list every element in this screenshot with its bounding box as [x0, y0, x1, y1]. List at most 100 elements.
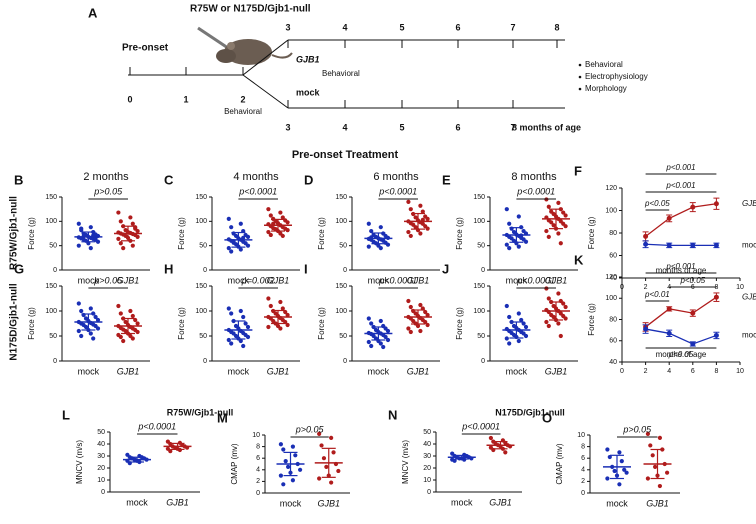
dot: [135, 234, 140, 240]
y-tick-label: 0: [343, 267, 347, 274]
y-tick-label: 50: [339, 333, 347, 340]
y-tick-label: 40: [609, 359, 617, 366]
dot: [452, 458, 457, 463]
dot: [278, 473, 283, 478]
panel-title: 2 months: [83, 171, 129, 183]
dot: [245, 243, 251, 248]
x-tick-label: mock: [78, 275, 100, 285]
y-tick-label: 60: [609, 252, 617, 259]
dot: [128, 308, 133, 314]
dot: [504, 242, 509, 247]
x-tick-label: 10: [736, 284, 744, 291]
dot: [266, 229, 271, 235]
dot: [128, 215, 133, 220]
dot: [135, 329, 140, 335]
panel-letter: L: [62, 407, 70, 422]
point: [666, 242, 672, 248]
series-label: mock: [742, 240, 756, 249]
dot: [605, 476, 610, 481]
dot: [406, 229, 411, 235]
dot: [546, 296, 551, 301]
timeline-label: 7: [510, 122, 515, 132]
significance-label: p<0.0001: [516, 275, 555, 285]
y-tick-label: 100: [195, 308, 207, 315]
dot: [556, 200, 561, 205]
dot: [406, 199, 411, 204]
x-tick-label: GJB1: [545, 366, 568, 376]
dot: [229, 249, 234, 254]
dot: [88, 225, 93, 230]
dot: [420, 209, 425, 214]
row-label: R75W/Gjb1-null: [9, 196, 20, 270]
y-tick-label: 80: [609, 230, 617, 237]
dot: [385, 242, 391, 247]
outcome: Morphology: [585, 84, 627, 93]
dot: [563, 213, 568, 218]
significance-label: p<0.001: [665, 163, 695, 172]
dot: [280, 306, 285, 311]
dot: [118, 219, 123, 224]
dot: [406, 326, 411, 331]
significance-label: p<0.05: [679, 276, 705, 285]
dot: [423, 309, 428, 315]
y-tick-label: 40: [423, 441, 431, 448]
y-tick-label: 20: [97, 465, 105, 472]
dot: [650, 453, 655, 458]
dot: [624, 470, 629, 475]
x-tick-label: mock: [368, 366, 390, 376]
timeline-label: 2: [240, 94, 245, 104]
dot: [378, 246, 383, 251]
x-tick-label: GJB1: [267, 275, 290, 285]
dot: [383, 334, 388, 340]
dot: [285, 220, 290, 225]
timeline-label: 1: [183, 94, 188, 104]
y-tick-label: 50: [49, 333, 57, 340]
significance-label: p<0.0001: [378, 275, 417, 285]
dot: [278, 442, 283, 447]
significance-label: p<0.001: [665, 181, 695, 190]
dot: [385, 328, 391, 334]
dot: [79, 226, 84, 231]
x-tick-label: 8: [714, 284, 718, 291]
dot: [245, 334, 251, 340]
dot: [268, 232, 273, 238]
x-tick-label: GJB1: [267, 366, 290, 376]
treatment: GJB1: [296, 54, 320, 64]
y-tick-label: 0: [581, 490, 585, 497]
dot: [95, 326, 101, 331]
x-tick-label: 2: [644, 284, 648, 291]
timeline-label: 3: [285, 122, 290, 132]
panel-letter: D: [304, 172, 313, 187]
y-tick-label: 20: [423, 465, 431, 472]
dot: [563, 304, 568, 310]
dot: [425, 216, 430, 221]
y-tick-label: 120: [605, 274, 617, 281]
y-tick-label: 150: [335, 283, 347, 290]
y-tick-label: 150: [45, 283, 57, 290]
x-tick-label: 4: [667, 368, 671, 375]
dot: [229, 311, 234, 316]
dot: [329, 480, 334, 485]
dot: [79, 308, 84, 314]
y-tick-label: 50: [199, 243, 207, 250]
panel-letter: J: [442, 261, 449, 276]
y-tick-label: 30: [97, 453, 105, 460]
dot: [123, 319, 128, 325]
timeline-label: 4: [342, 22, 347, 32]
dot: [622, 467, 627, 472]
dot: [507, 314, 512, 320]
y-tick-label: 2: [581, 478, 585, 485]
y-tick-label: 120: [605, 185, 617, 192]
dot: [546, 234, 551, 240]
y-tick-label: 0: [256, 490, 260, 497]
dot: [266, 324, 271, 330]
dot: [118, 241, 123, 246]
dot: [116, 210, 121, 215]
y-axis-label: MNCV (m/s): [75, 440, 84, 484]
dot: [226, 216, 231, 221]
dot: [523, 239, 529, 244]
point: [643, 241, 649, 247]
point: [690, 310, 696, 316]
y-tick-label: 30: [423, 453, 431, 460]
dot: [418, 328, 423, 334]
